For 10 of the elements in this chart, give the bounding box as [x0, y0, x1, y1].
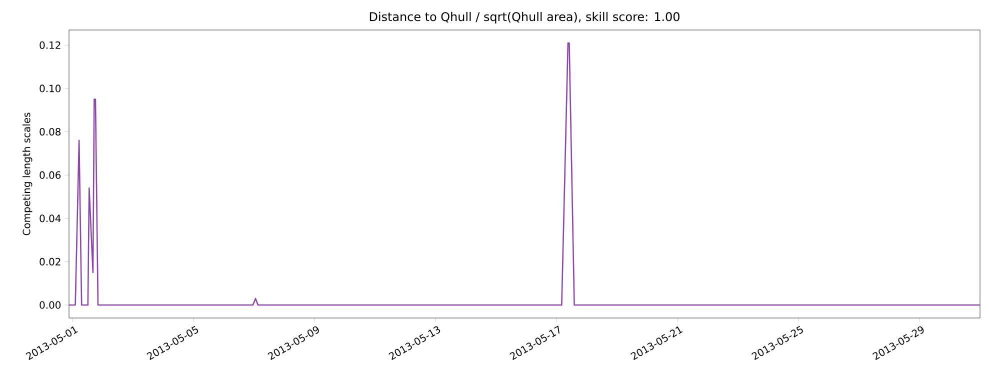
y-tick-label: 0.04: [40, 214, 61, 222]
chart-title: Distance to Qhull / sqrt(Qhull area), skill score: 1.00: [370, 12, 680, 24]
y-tick-label: 0.10: [40, 84, 61, 92]
y-tick-label: 0.02: [40, 258, 60, 266]
y-tick-label: 0.06: [40, 171, 61, 179]
y-axis-title: Competing length scales: [22, 112, 32, 236]
y-tick-label: 0.12: [40, 41, 60, 49]
y-tick-label: 0.00: [40, 301, 61, 309]
y-tick-label: 0.08: [40, 128, 61, 136]
line-series: [69, 42, 980, 306]
